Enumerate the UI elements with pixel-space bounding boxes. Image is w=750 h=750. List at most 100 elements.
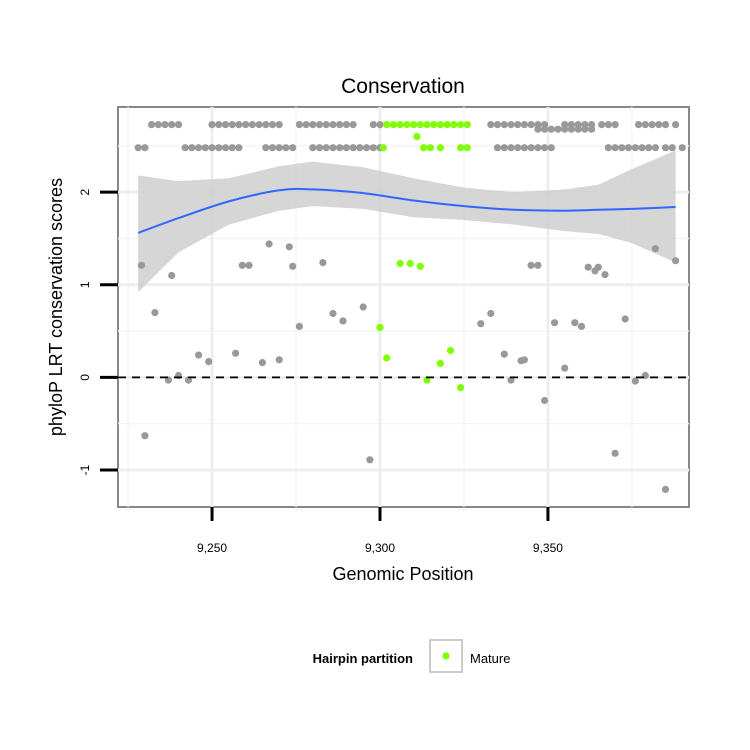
data-point-other xyxy=(618,144,626,152)
data-point-mature xyxy=(430,121,438,129)
data-point-other xyxy=(651,144,660,152)
data-point-other xyxy=(289,262,297,270)
data-point-other xyxy=(376,121,384,129)
data-point-other xyxy=(366,456,374,464)
data-point-other xyxy=(329,144,337,152)
data-point-other xyxy=(527,144,535,152)
data-point-other xyxy=(520,144,529,152)
data-point-other xyxy=(661,485,670,493)
data-point-mature xyxy=(379,144,387,152)
data-point-other xyxy=(668,144,676,152)
data-point-other xyxy=(493,121,502,129)
data-point-other xyxy=(151,309,159,317)
data-point-mature xyxy=(450,121,458,129)
x-tick-label: 9,250 xyxy=(197,541,227,555)
data-point-other xyxy=(581,125,589,133)
data-point-other xyxy=(322,121,330,129)
data-point-other xyxy=(195,144,203,152)
data-point-other xyxy=(342,144,350,152)
data-point-other xyxy=(507,144,515,152)
data-point-other xyxy=(588,125,596,133)
data-point-other xyxy=(329,121,337,129)
data-point-other xyxy=(195,351,203,359)
confidence-ribbon xyxy=(138,150,676,293)
legend-title: Hairpin partition xyxy=(313,651,413,666)
data-point-mature xyxy=(446,346,455,355)
data-point-other xyxy=(541,125,549,133)
data-point-mature xyxy=(436,121,444,129)
data-point-other xyxy=(584,263,592,271)
data-point-mature xyxy=(383,354,391,362)
data-point-other xyxy=(168,271,176,280)
y-tick-label: 2 xyxy=(78,189,92,196)
data-point-other xyxy=(329,309,337,318)
y-tick-label: 0 xyxy=(78,374,92,381)
data-point-other xyxy=(645,144,653,152)
data-point-other xyxy=(514,144,522,152)
data-point-other xyxy=(319,259,327,267)
data-point-other xyxy=(201,144,209,152)
y-tick-label: -1 xyxy=(78,464,92,475)
data-point-other xyxy=(134,144,142,152)
data-point-other xyxy=(534,261,542,269)
data-point-other xyxy=(507,376,515,384)
data-point-other xyxy=(500,350,508,358)
data-point-other xyxy=(248,121,256,129)
data-point-other xyxy=(275,121,283,129)
y-axis: -1 0 1 2 xyxy=(78,189,118,475)
data-point-other xyxy=(188,144,196,152)
data-point-other xyxy=(238,261,246,269)
x-tick-label: 9,300 xyxy=(365,541,395,555)
data-point-mature xyxy=(416,262,424,270)
data-point-other xyxy=(282,144,290,152)
legend-key-mature xyxy=(442,652,450,660)
data-point-mature xyxy=(457,121,465,129)
data-point-other xyxy=(184,376,193,384)
legend-label-mature: Mature xyxy=(470,651,510,666)
data-point-other xyxy=(567,125,576,133)
data-point-other xyxy=(500,144,508,152)
data-point-other xyxy=(554,125,562,133)
data-point-other xyxy=(349,144,357,152)
data-point-other xyxy=(571,319,579,327)
data-point-other xyxy=(315,121,324,129)
data-point-other xyxy=(174,121,183,129)
data-point-other xyxy=(268,121,277,129)
data-point-other xyxy=(309,144,317,152)
data-point-mature xyxy=(420,144,428,152)
data-point-other xyxy=(594,263,602,271)
data-point-other xyxy=(621,315,629,323)
data-point-other xyxy=(672,121,680,129)
data-point-mature xyxy=(463,144,471,152)
data-point-other xyxy=(635,121,643,129)
data-point-other xyxy=(561,364,569,372)
data-point-mature xyxy=(436,359,444,368)
data-point-other xyxy=(205,358,213,366)
data-point-mature xyxy=(463,121,471,129)
data-point-other xyxy=(265,240,273,248)
data-point-other xyxy=(356,144,364,152)
data-point-other xyxy=(493,144,502,152)
data-point-other xyxy=(154,121,162,129)
data-point-other xyxy=(561,125,569,133)
plot-panel xyxy=(117,106,690,508)
data-point-other xyxy=(369,144,377,152)
data-point-mature xyxy=(423,121,431,129)
data-point-mature xyxy=(413,133,421,141)
x-axis-label: Genomic Position xyxy=(332,564,473,584)
data-point-other xyxy=(547,144,555,152)
data-point-other xyxy=(359,303,367,311)
data-point-other xyxy=(295,322,303,330)
data-point-other xyxy=(161,121,169,129)
data-point-other xyxy=(289,144,297,152)
data-point-other xyxy=(235,121,243,129)
data-point-other xyxy=(574,125,582,133)
data-point-mature xyxy=(457,144,465,152)
data-point-other xyxy=(168,121,176,129)
data-point-other xyxy=(363,144,371,152)
data-point-other xyxy=(678,144,686,152)
data-point-mature xyxy=(410,121,418,129)
data-point-other xyxy=(245,261,253,269)
data-point-other xyxy=(208,144,216,152)
